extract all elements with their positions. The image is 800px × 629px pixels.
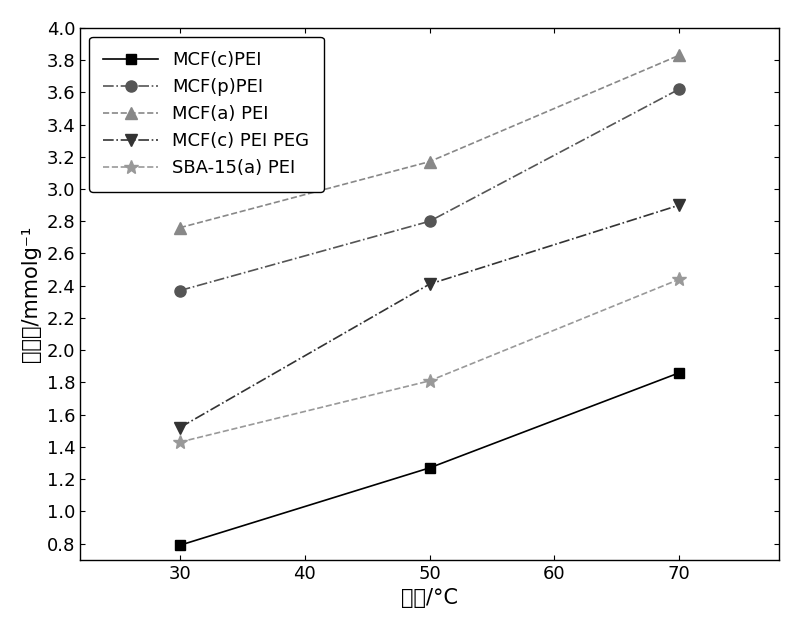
X-axis label: 温度/°C: 温度/°C xyxy=(401,588,458,608)
MCF(a) PEI xyxy=(425,158,434,165)
MCF(c) PEI PEG xyxy=(175,424,185,431)
Line: MCF(c)PEI: MCF(c)PEI xyxy=(175,368,684,550)
Line: SBA-15(a) PEI: SBA-15(a) PEI xyxy=(173,272,686,449)
Line: MCF(c) PEI PEG: MCF(c) PEI PEG xyxy=(174,199,686,434)
MCF(p)PEI xyxy=(674,86,684,93)
MCF(c) PEI PEG xyxy=(674,201,684,209)
SBA-15(a) PEI xyxy=(674,276,684,283)
SBA-15(a) PEI xyxy=(175,438,185,446)
MCF(c) PEI PEG xyxy=(425,281,434,288)
Line: MCF(a) PEI: MCF(a) PEI xyxy=(174,50,685,233)
Line: MCF(p)PEI: MCF(p)PEI xyxy=(174,84,685,296)
MCF(c)PEI xyxy=(425,464,434,472)
MCF(c)PEI xyxy=(175,542,185,549)
Legend: MCF(c)PEI, MCF(p)PEI, MCF(a) PEI, MCF(c) PEI PEG, SBA-15(a) PEI: MCF(c)PEI, MCF(p)PEI, MCF(a) PEI, MCF(c)… xyxy=(89,37,323,192)
SBA-15(a) PEI xyxy=(425,377,434,384)
MCF(a) PEI xyxy=(674,52,684,59)
MCF(p)PEI xyxy=(175,287,185,294)
Y-axis label: 吸附量/mmolg⁻¹: 吸附量/mmolg⁻¹ xyxy=(21,226,41,362)
MCF(a) PEI xyxy=(175,224,185,231)
MCF(p)PEI xyxy=(425,218,434,225)
MCF(c)PEI xyxy=(674,369,684,377)
